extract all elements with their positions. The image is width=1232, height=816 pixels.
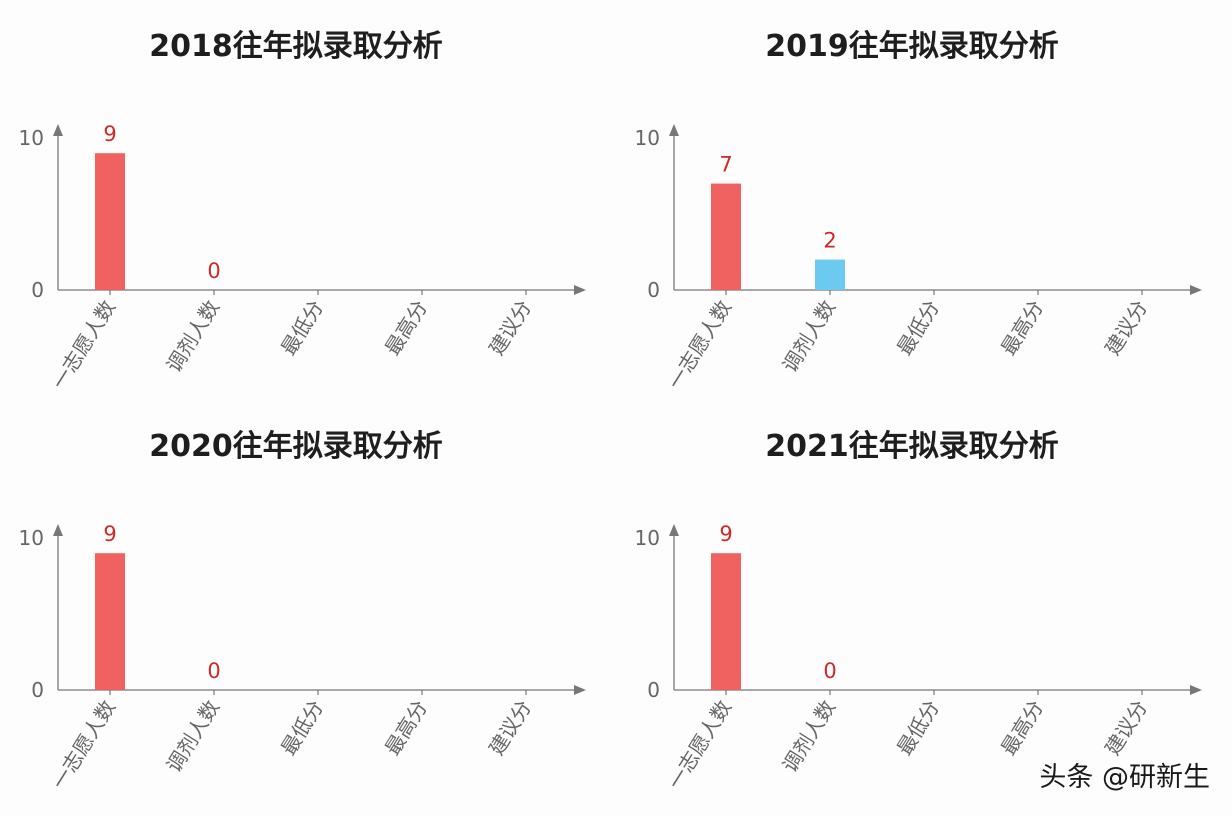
chart-panel-2019: 2019往年拟录取分析 0 10 一志愿人数 7 调剂人数 2 最低分 最高分 建议分 (616, 0, 1232, 400)
y-axis-arrow-icon (669, 524, 679, 536)
x-category-label: 最高分 (380, 296, 432, 360)
data-label: 9 (719, 522, 732, 546)
x-category-label: 一志愿人数 (663, 696, 736, 794)
data-label: 9 (103, 122, 116, 146)
chart-svg: 2018往年拟录取分析 0 10 一志愿人数 9 调剂人数 0 最低分 最高分 建议分 (19, 29, 586, 394)
bar (711, 553, 741, 690)
x-category-label: 调剂人数 (777, 696, 840, 777)
x-category-label: 建议分 (484, 296, 536, 360)
x-category-label: 最低分 (892, 296, 944, 360)
x-category-label: 最高分 (380, 696, 432, 760)
y-axis-arrow-icon (53, 124, 63, 136)
watermark: 头条 @研新生 (1039, 762, 1210, 793)
y-tick-label: 0 (31, 278, 44, 302)
y-axis-arrow-icon (669, 124, 679, 136)
chart-panel-2020: 2020往年拟录取分析 0 10 一志愿人数 9 调剂人数 0 最低分 最高分 建议分 (0, 400, 616, 800)
y-tick-label: 10 (19, 526, 44, 550)
x-category-label: 最高分 (996, 296, 1048, 360)
chart-svg: 2021往年拟录取分析 0 10 一志愿人数 9 调剂人数 0 最低分 最高分 建议分 (635, 429, 1202, 794)
chart-title: 2018往年拟录取分析 (149, 29, 443, 64)
chart-panel-2021: 2021往年拟录取分析 0 10 一志愿人数 9 调剂人数 0 最低分 最高分 建议分 (616, 400, 1232, 800)
x-category-label: 建议分 (484, 696, 536, 760)
x-axis-arrow-icon (1190, 285, 1202, 295)
x-category-label: 最低分 (276, 696, 328, 760)
x-category-label: 调剂人数 (777, 296, 840, 377)
y-tick-label: 10 (635, 126, 660, 150)
chart-title: 2020往年拟录取分析 (149, 429, 443, 464)
data-label: 0 (207, 659, 220, 683)
x-category-label: 调剂人数 (161, 296, 224, 377)
bar (815, 259, 845, 290)
data-label: 7 (719, 153, 732, 177)
x-axis-arrow-icon (1190, 685, 1202, 695)
x-category-label: 一志愿人数 (663, 296, 736, 394)
chart-svg: 2020往年拟录取分析 0 10 一志愿人数 9 调剂人数 0 最低分 最高分 建议分 (19, 429, 586, 794)
bar (95, 553, 125, 690)
x-category-label: 一志愿人数 (47, 696, 120, 794)
y-axis-arrow-icon (53, 524, 63, 536)
chart-title: 2021往年拟录取分析 (765, 429, 1059, 464)
x-axis-arrow-icon (574, 285, 586, 295)
y-tick-label: 10 (635, 526, 660, 550)
x-category-label: 最高分 (996, 696, 1048, 760)
data-label: 2 (823, 229, 836, 253)
data-label: 0 (823, 659, 836, 683)
x-category-label: 建议分 (1100, 696, 1152, 760)
y-tick-label: 0 (31, 678, 44, 702)
y-tick-label: 10 (19, 126, 44, 150)
x-category-label: 调剂人数 (161, 696, 224, 777)
chart-panel-2018: 2018往年拟录取分析 0 10 一志愿人数 9 调剂人数 0 最低分 最高分 建议分 (0, 0, 616, 400)
chart-svg: 2019往年拟录取分析 0 10 一志愿人数 7 调剂人数 2 最低分 最高分 建议分 (635, 29, 1202, 394)
bar (711, 183, 741, 290)
x-category-label: 一志愿人数 (47, 296, 120, 394)
data-label: 0 (207, 259, 220, 283)
x-axis-arrow-icon (574, 685, 586, 695)
chart-title: 2019往年拟录取分析 (765, 29, 1059, 64)
x-category-label: 最低分 (276, 296, 328, 360)
y-tick-label: 0 (647, 678, 660, 702)
y-tick-label: 0 (647, 278, 660, 302)
data-label: 9 (103, 522, 116, 546)
bar (95, 153, 125, 290)
x-category-label: 最低分 (892, 696, 944, 760)
x-category-label: 建议分 (1100, 296, 1152, 360)
